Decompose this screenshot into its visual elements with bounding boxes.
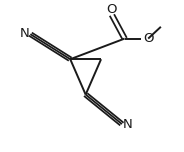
- Text: N: N: [20, 27, 30, 40]
- Text: O: O: [107, 3, 117, 16]
- Text: N: N: [123, 118, 132, 131]
- Text: O: O: [144, 32, 154, 45]
